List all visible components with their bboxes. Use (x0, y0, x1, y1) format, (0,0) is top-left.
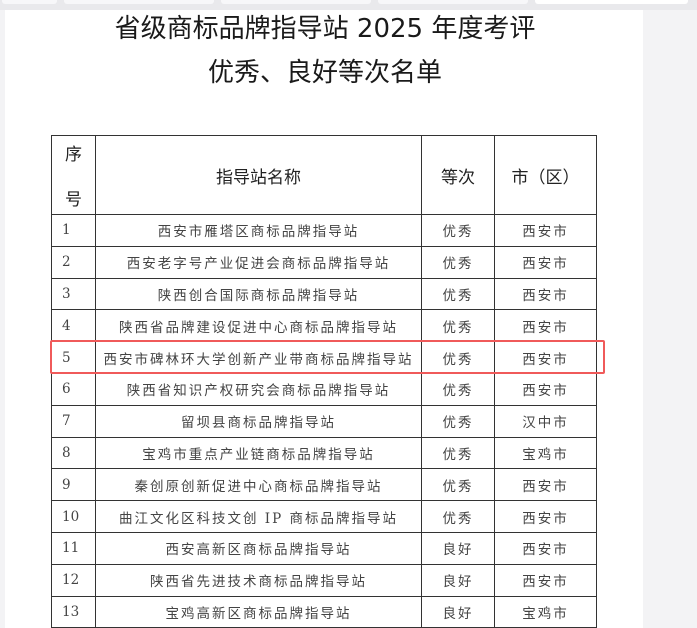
tab-active[interactable] (535, 0, 688, 4)
highlight-box (50, 340, 605, 374)
table-row: 9 秦创原创新促进中心商标品牌指导站 优秀 西安市 (51, 468, 597, 502)
grade: 优秀 (421, 468, 495, 502)
grade: 优秀 (421, 245, 495, 279)
browser-tab-strip (0, 0, 697, 10)
table-row: 2 西安老字号产业促进会商标品牌指导站 优秀 西安市 (51, 245, 597, 279)
results-table: 序号 指导站名称 等次 市（区） 1 西安市雁塔区商标品牌指导站 优秀 西安市 2 西安老… (51, 135, 597, 628)
grade: 优秀 (421, 309, 495, 343)
station-name: 陕西创合国际商标品牌指导站 (95, 277, 422, 311)
grade: 良好 (421, 563, 495, 597)
table-row: 3 陕西创合国际商标品牌指导站 优秀 西安市 (51, 277, 597, 311)
header-city: 市（区） (494, 135, 597, 215)
row-number: 10 (51, 500, 96, 533)
header-grade: 等次 (421, 135, 495, 215)
row-number: 12 (51, 563, 96, 597)
row-number: 9 (51, 468, 96, 502)
table-row: 8 宝鸡市重点产业链商标品牌指导站 优秀 宝鸡市 (51, 436, 597, 470)
city: 宝鸡市 (494, 436, 597, 470)
tab[interactable] (2, 0, 57, 4)
tab[interactable] (378, 0, 528, 4)
city: 汉中市 (494, 404, 597, 438)
station-name: 西安高新区商标品牌指导站 (95, 531, 422, 565)
grade: 优秀 (421, 372, 495, 406)
grade: 良好 (421, 531, 495, 565)
row-number: 6 (51, 372, 96, 406)
grade: 优秀 (421, 436, 495, 470)
header-index-line1: 序 (65, 145, 82, 165)
table-row: 12 陕西省先进技术商标品牌指导站 良好 西安市 (51, 563, 597, 597)
station-name: 曲江文化区科技文创 IP 商标品牌指导站 (95, 500, 422, 533)
row-number: 2 (51, 245, 96, 279)
city: 西安市 (494, 277, 597, 311)
city: 西安市 (494, 563, 597, 597)
city: 宝鸡市 (494, 595, 597, 628)
row-number: 3 (51, 277, 96, 311)
table-row: 7 留坝县商标品牌指导站 优秀 汉中市 (51, 404, 597, 438)
city: 西安市 (494, 309, 597, 343)
grade: 优秀 (421, 277, 495, 311)
station-name: 西安老字号产业促进会商标品牌指导站 (95, 245, 422, 279)
table-row: 1 西安市雁塔区商标品牌指导站 优秀 西安市 (51, 214, 597, 247)
table-row: 13 宝鸡高新区商标品牌指导站 良好 宝鸡市 (51, 595, 597, 628)
tab[interactable] (221, 0, 371, 4)
header-index: 序号 (51, 135, 96, 215)
table-row: 11 西安高新区商标品牌指导站 良好 西安市 (51, 531, 597, 565)
station-name: 宝鸡高新区商标品牌指导站 (95, 595, 422, 628)
header-index-line2: 号 (65, 190, 82, 210)
header-name: 指导站名称 (95, 135, 422, 215)
city: 西安市 (494, 372, 597, 406)
document-title-line1: 省级商标品牌指导站 2025 年度考评 (114, 14, 536, 44)
row-number: 13 (51, 595, 96, 628)
grade: 优秀 (421, 214, 495, 247)
city: 西安市 (494, 531, 597, 565)
city: 西安市 (494, 468, 597, 502)
row-number: 1 (51, 214, 96, 247)
table-row: 10 曲江文化区科技文创 IP 商标品牌指导站 优秀 西安市 (51, 500, 597, 533)
city: 西安市 (494, 245, 597, 279)
row-number: 11 (51, 531, 96, 565)
row-number: 7 (51, 404, 96, 438)
station-name: 陕西省先进技术商标品牌指导站 (95, 563, 422, 597)
station-name: 陕西省品牌建设促进中心商标品牌指导站 (95, 309, 422, 343)
table-row: 4 陕西省品牌建设促进中心商标品牌指导站 优秀 西安市 (51, 309, 597, 343)
station-name: 陕西省知识产权研究会商标品牌指导站 (95, 372, 422, 406)
document-title-line2: 优秀、良好等次名单 (207, 58, 442, 88)
row-number: 8 (51, 436, 96, 470)
station-name: 留坝县商标品牌指导站 (95, 404, 422, 438)
table-row: 6 陕西省知识产权研究会商标品牌指导站 优秀 西安市 (51, 372, 597, 406)
city: 西安市 (494, 341, 597, 374)
city: 西安市 (494, 500, 597, 533)
station-name: 西安市雁塔区商标品牌指导站 (95, 214, 422, 247)
city: 西安市 (494, 214, 597, 247)
row-number: 4 (51, 309, 96, 343)
grade: 良好 (421, 595, 495, 628)
tab[interactable] (64, 0, 214, 4)
station-name: 秦创原创新促进中心商标品牌指导站 (95, 468, 422, 502)
grade: 优秀 (421, 404, 495, 438)
station-name: 西安市碑林环大学创新产业带商标品牌指导站 (95, 341, 422, 374)
station-name: 宝鸡市重点产业链商标品牌指导站 (95, 436, 422, 470)
table-header-row: 序号 指导站名称 等次 市（区） (51, 135, 597, 215)
grade: 优秀 (421, 500, 495, 533)
table-row: 5 西安市碑林环大学创新产业带商标品牌指导站 优秀 西安市 (51, 341, 597, 374)
